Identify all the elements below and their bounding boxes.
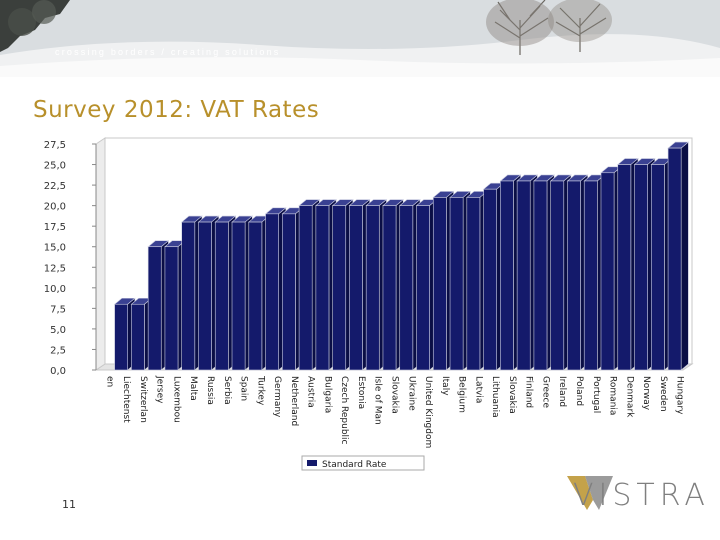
x-tick-label: Greece <box>540 376 550 408</box>
legend-swatch <box>307 460 317 466</box>
x-tick-label: Germany <box>272 376 282 418</box>
bar <box>181 221 196 371</box>
header-banner: crossing borders / creating solutions <box>0 0 720 77</box>
y-tick-label: 22,5 <box>44 181 66 192</box>
x-tick-label: Isle of Man <box>373 376 383 425</box>
x-tick-label: Romania <box>608 376 618 415</box>
x-tick-label: Ukraine <box>406 376 416 411</box>
snow-landscape-image <box>0 0 720 77</box>
x-tick-label: Czech Republic <box>339 376 349 445</box>
x-tick-label: Spain <box>239 376 249 401</box>
x-tick-label: Hungary <box>675 376 685 415</box>
x-tick-label: Russia <box>205 376 215 405</box>
x-tick-label: Italy <box>440 376 450 396</box>
x-tick-label: Sweden <box>658 376 668 412</box>
bar <box>114 303 128 371</box>
bar <box>550 180 565 371</box>
vistra-logo-mark <box>567 476 613 510</box>
bar <box>617 164 632 371</box>
bar <box>365 205 380 371</box>
x-tick-label: Ireland <box>557 376 567 407</box>
bar <box>147 246 162 371</box>
bar <box>634 164 648 371</box>
x-tick-label: Bulgaria <box>322 376 332 413</box>
bar <box>399 205 414 371</box>
x-tick-label: Estonia <box>356 376 366 409</box>
bar <box>449 197 464 371</box>
y-tick-label: 7,5 <box>50 304 66 315</box>
bar <box>567 180 581 371</box>
bar <box>416 205 430 371</box>
bar <box>533 180 548 371</box>
y-tick-label: 10,0 <box>44 284 66 295</box>
bar <box>432 197 447 371</box>
x-tick-label: Norway <box>641 376 651 411</box>
x-tick-label: Switzerlan <box>138 376 148 423</box>
bar <box>298 205 313 371</box>
bar <box>600 172 615 371</box>
bar <box>500 180 514 371</box>
y-tick-label: 27,5 <box>44 140 66 151</box>
x-tick-label: Finland <box>524 376 534 408</box>
plot-side-wall <box>95 137 106 371</box>
bar-side <box>680 141 689 371</box>
bar <box>332 205 347 371</box>
legend-box <box>301 455 425 471</box>
legend-label: Standard Rate <box>322 460 387 470</box>
x-tick-label: Slovakia <box>390 376 400 414</box>
bar <box>516 180 531 371</box>
bar <box>382 205 397 371</box>
x-tick-label: Jersey <box>155 375 165 404</box>
bar <box>349 205 363 371</box>
y-tick-label: 17,5 <box>44 222 66 233</box>
bar <box>164 246 179 371</box>
x-tick-label: Poland <box>574 376 584 406</box>
bar <box>651 164 665 371</box>
bar <box>214 221 229 371</box>
x-tick-label: Lithuania <box>490 376 500 418</box>
y-tick-label: 15,0 <box>44 243 66 254</box>
slide-title: Survey 2012: VAT Rates <box>33 97 320 123</box>
x-tick-label: Portugal <box>591 376 601 413</box>
bar <box>483 188 497 371</box>
bar <box>198 221 212 371</box>
slide-number: 11 <box>62 498 76 511</box>
x-tick-label: Liechtenst <box>121 376 131 423</box>
bar <box>583 180 598 371</box>
y-tick-label: 0,0 <box>50 366 66 377</box>
x-tick-label: United Kingdom <box>423 376 433 448</box>
y-tick-label: 25,0 <box>44 161 66 172</box>
vat-rate-bar-chart: 0,0 2,5 5,0 7,5 10,0 12,5 15,0 17,5 20,0 22,5 25,0… <box>44 137 694 471</box>
tagline: crossing borders / creating solutions <box>55 47 281 57</box>
x-tick-label: Austria <box>306 376 316 408</box>
x-tick-label: en <box>104 376 114 387</box>
bar <box>231 221 246 371</box>
x-tick-label: Latvia <box>473 376 483 403</box>
bar <box>315 205 330 371</box>
x-tick-label: Denmark <box>624 376 634 418</box>
bar <box>282 213 296 371</box>
x-tick-label: Netherland <box>289 376 299 426</box>
bar <box>466 197 481 371</box>
x-tick-label: Luxembou <box>171 376 181 423</box>
x-tick-label: Malta <box>188 376 198 401</box>
bar <box>265 213 279 371</box>
y-tick-label: 12,5 <box>44 263 66 274</box>
vistra-logo-text: VISTRA <box>573 478 710 513</box>
bar <box>667 147 682 371</box>
x-tick-label: Turkey <box>255 375 265 406</box>
bar <box>248 221 263 371</box>
y-tick-label: 2,5 <box>50 345 66 356</box>
bar <box>131 303 145 371</box>
x-tick-label: Slovakia <box>507 376 517 414</box>
x-tick-label: Serbia <box>222 376 232 405</box>
y-tick-label: 5,0 <box>50 325 66 336</box>
x-tick-label: Belgium <box>457 376 467 413</box>
y-tick-label: 20,0 <box>44 202 66 213</box>
